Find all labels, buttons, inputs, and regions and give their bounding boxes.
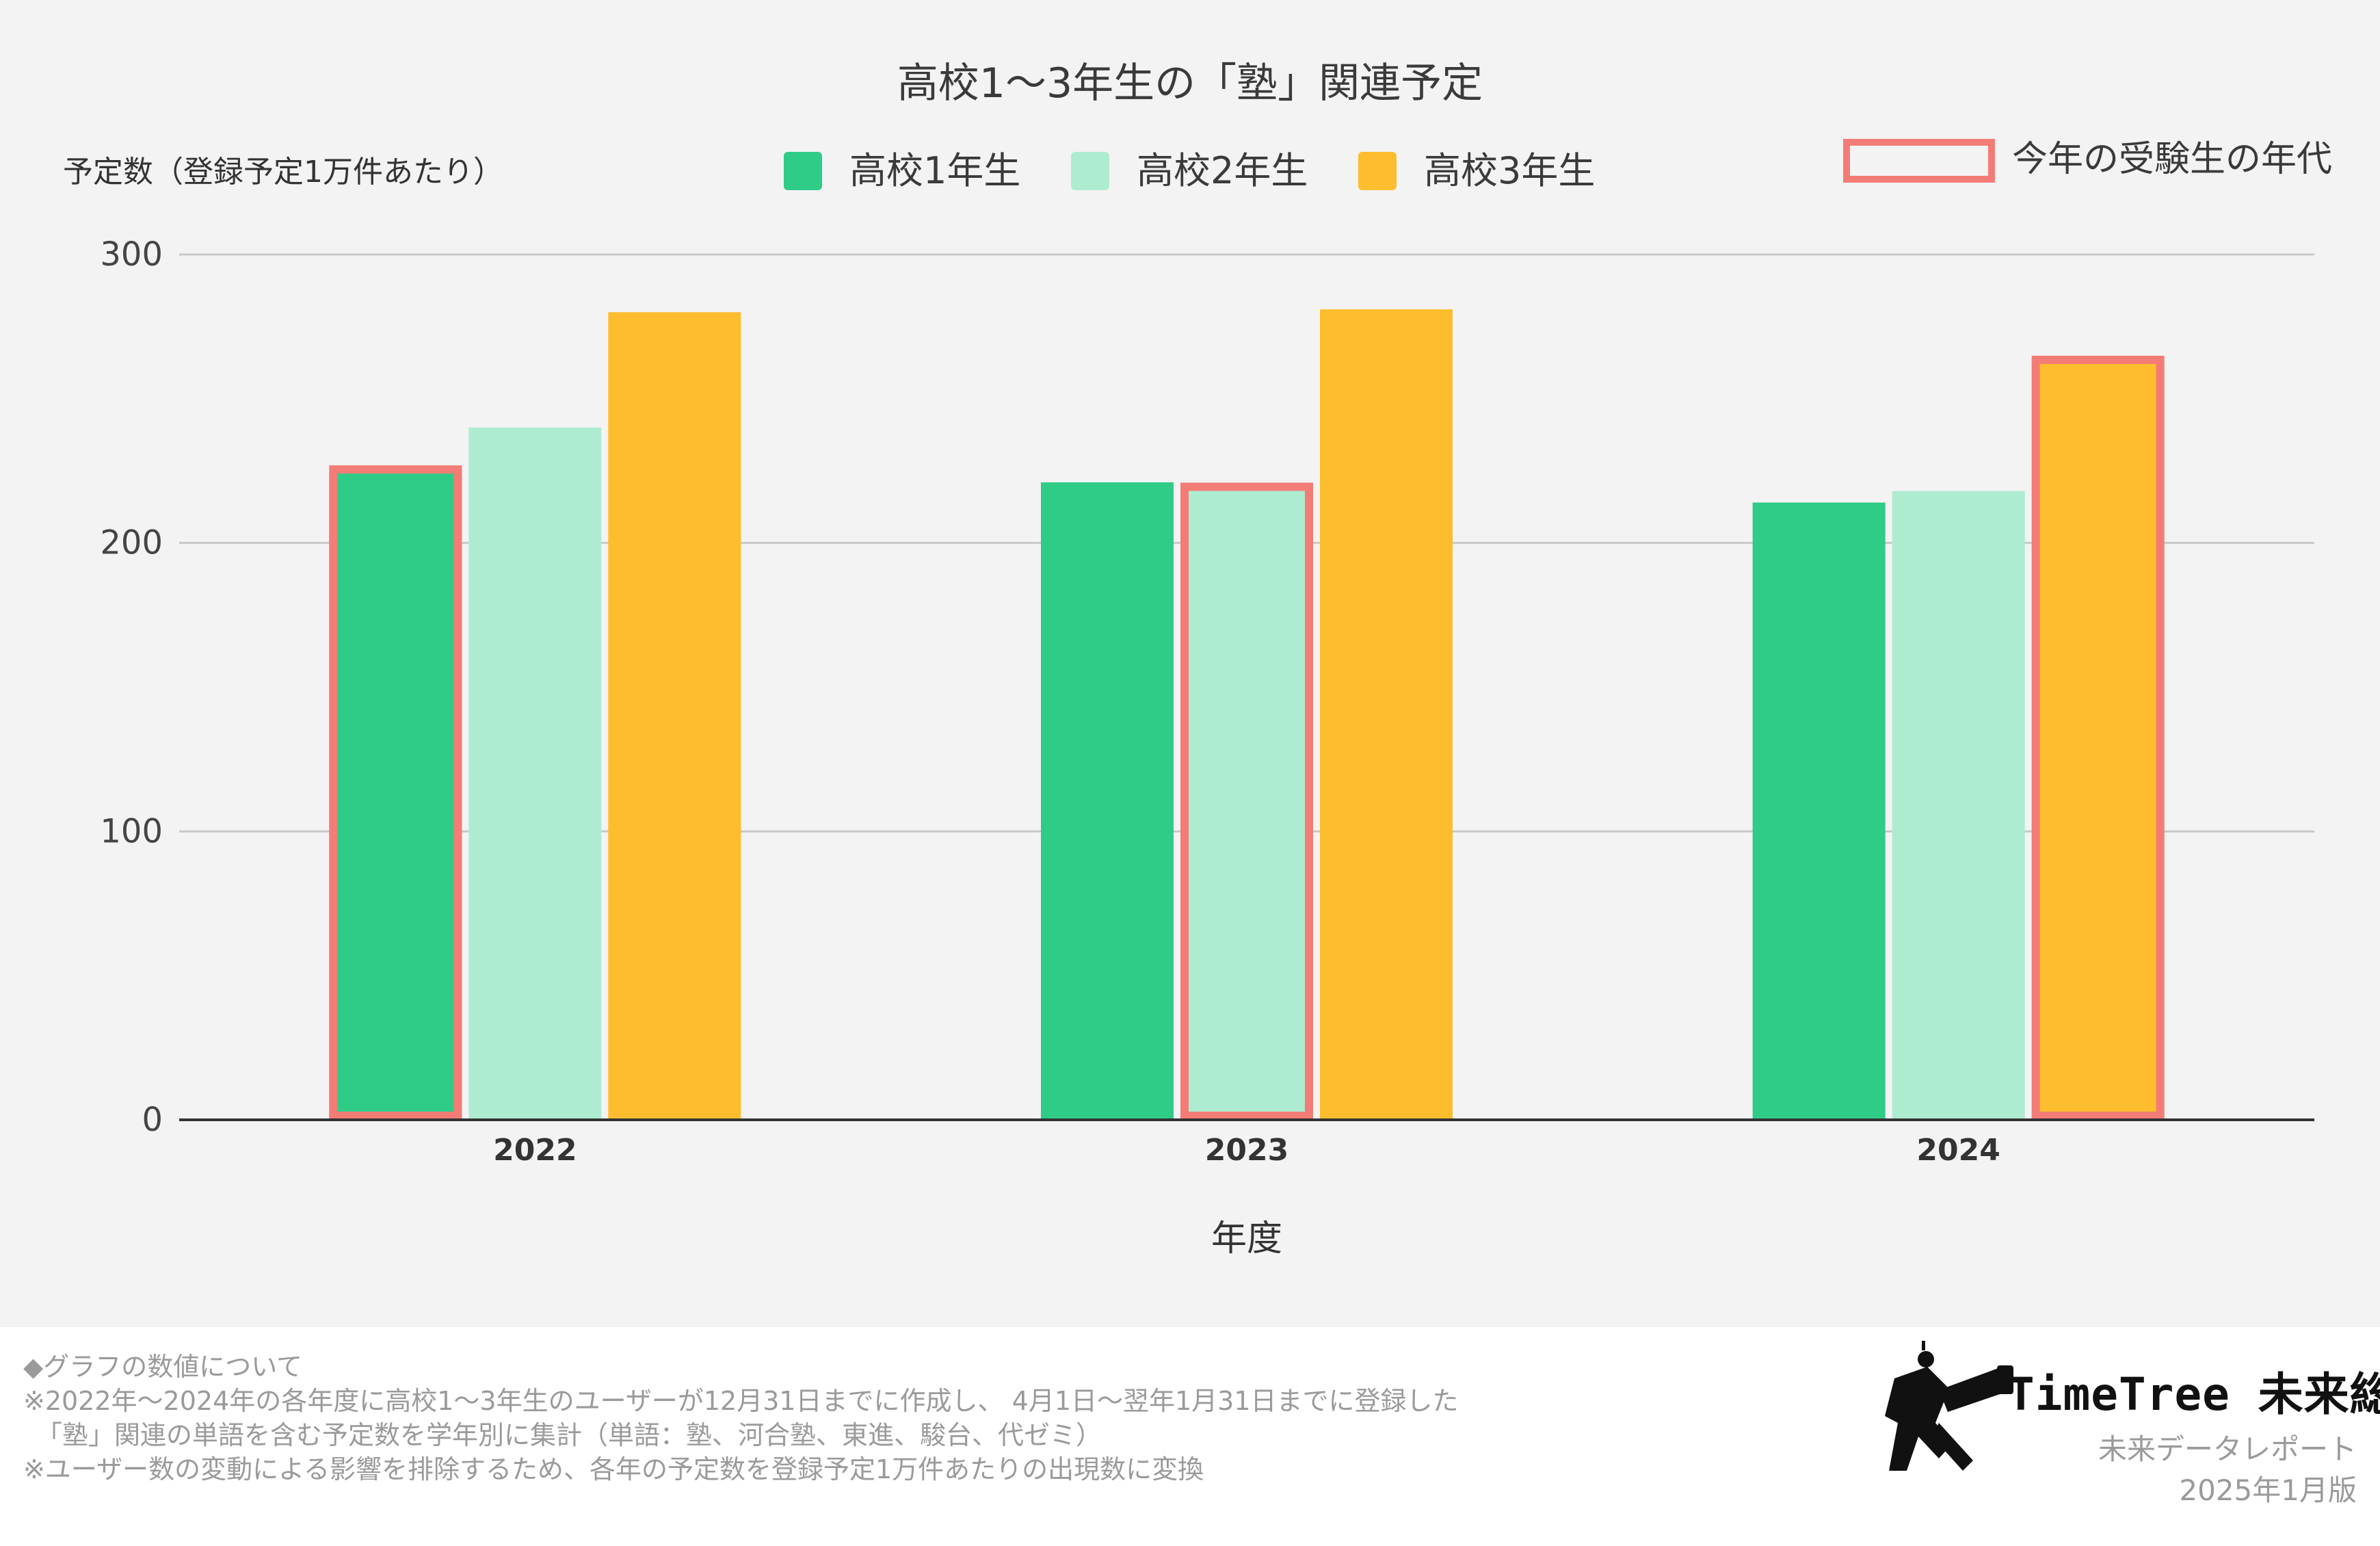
- bar-highlight-outline: [1180, 482, 1313, 1120]
- legend-label: 高校1年生: [849, 149, 1020, 192]
- bar: [1320, 309, 1453, 1120]
- bar: [1752, 502, 1886, 1120]
- bars: [329, 309, 2165, 1121]
- bar: [329, 471, 462, 1120]
- bar: [1892, 490, 2025, 1120]
- x-axis-label: 年度: [1211, 1218, 1282, 1259]
- brand-name: TimeTree 未来総研: [2007, 1368, 2380, 1421]
- footer-note-heading: ◆グラフの数値について: [23, 1352, 303, 1382]
- bar: [1180, 488, 1313, 1120]
- highlight-legend-swatch: [1843, 139, 1995, 183]
- legend: 高校1年生 高校2年生 高校3年生: [784, 149, 1595, 192]
- bar-highlight-outline: [329, 465, 462, 1120]
- footer: ◆グラフの数値について ※2022年〜2024年の各年度に高校1〜3年生のユーザ…: [0, 1327, 2380, 1546]
- legend-swatch: [1071, 152, 1109, 190]
- bar: [2031, 361, 2165, 1121]
- footer-note-line: ※2022年〜2024年の各年度に高校1〜3年生のユーザーが12月31日までに作…: [23, 1386, 1459, 1416]
- footer-note-line: ※ユーザー数の変動による影響を排除するため、各年の予定数を登録予定1万件あたりの…: [23, 1454, 1204, 1484]
- y-tick-label: 0: [142, 1101, 163, 1139]
- x-tick-label: 2024: [1916, 1133, 2000, 1168]
- bar-highlight-outline: [2031, 356, 2165, 1120]
- report-edition: 2025年1月版: [2179, 1473, 2357, 1507]
- telescope-person-icon: [1885, 1341, 2013, 1471]
- highlight-legend: 今年の受験生の年代: [1843, 139, 2332, 183]
- y-axis-label: 予定数（登録予定1万件あたり）: [63, 155, 503, 189]
- bar: [1041, 482, 1174, 1120]
- x-tick-labels: 2022 2023 2024: [493, 1133, 2000, 1168]
- y-tick-labels: 0 100 200 300: [100, 235, 163, 1139]
- brand-logo-mark: [1885, 1341, 2013, 1471]
- legend-swatch: [784, 152, 822, 190]
- bar: [468, 428, 602, 1120]
- bar-chart: 高校1〜3年生の「塾」関連予定 予定数（登録予定1万件あたり） 高校1年生 高校2…: [63, 60, 2332, 1259]
- y-tick-label: 200: [100, 524, 163, 562]
- legend-swatch: [1358, 152, 1397, 190]
- legend-label: 高校2年生: [1137, 149, 1308, 192]
- chart-area: 高校1〜3年生の「塾」関連予定 予定数（登録予定1万件あたり） 高校1年生 高校2…: [0, 0, 2380, 1327]
- bar: [608, 312, 741, 1120]
- y-tick-label: 300: [100, 235, 163, 274]
- legend-label: 高校3年生: [1424, 149, 1595, 192]
- report-subtitle: 未来データレポート: [2098, 1432, 2357, 1466]
- footer-note-line: 「塾」関連の単語を含む予定数を学年別に集計（単語：塾、河合塾、東進、駿台、代ゼミ…: [23, 1420, 1102, 1450]
- chart-title: 高校1〜3年生の「塾」関連予定: [897, 60, 1483, 107]
- x-tick-label: 2022: [493, 1133, 577, 1168]
- highlight-legend-label: 今年の受験生の年代: [2012, 139, 2332, 180]
- y-tick-label: 100: [100, 812, 163, 850]
- x-tick-label: 2023: [1205, 1133, 1288, 1168]
